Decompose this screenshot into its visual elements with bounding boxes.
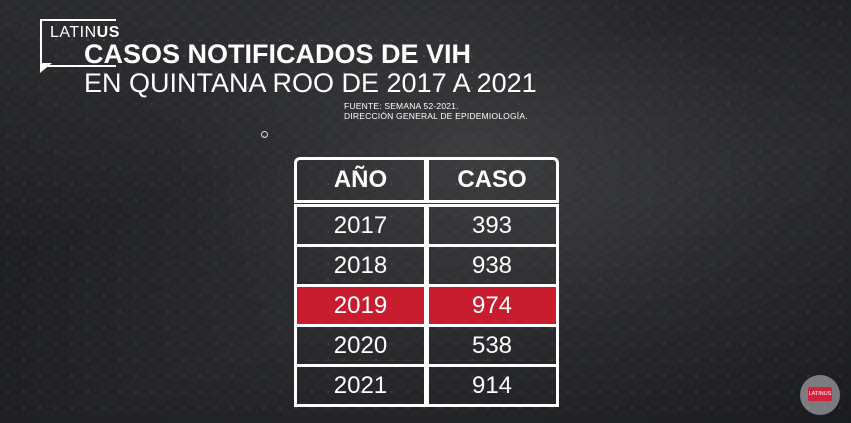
source-line-2: DIRECCIÓN GENERAL DE EPIDEMIOLOGÍA. [344, 111, 528, 121]
source-line-1: FUENTE: SEMANA 52-2021. [344, 101, 459, 111]
logo-text-latin: LATIN [50, 24, 97, 41]
cases-cell-4: 914 [425, 364, 559, 407]
title-line-2: EN QUINTANA ROO DE 2017 A 2021 [84, 68, 537, 98]
header-cell-0: AÑO [294, 157, 427, 203]
logo-text: LATINUS [50, 24, 120, 42]
logo-tail-icon [40, 63, 52, 73]
year-cell-3: 2020 [294, 324, 427, 367]
header-cell-1: CASO [425, 157, 559, 203]
badge-logo-icon [808, 387, 832, 401]
year-cell-4: 2021 [294, 364, 427, 407]
year-cell-2: 2019 [294, 284, 427, 327]
cases-cell-0: 393 [425, 204, 559, 247]
logo-text-us: US [96, 24, 120, 41]
year-cell-1: 2018 [294, 244, 427, 287]
source-note: FUENTE: SEMANA 52-2021. DIRECCIÓN GENERA… [344, 101, 528, 121]
badge-text: LATINUS [808, 391, 832, 397]
cases-cell-3: 538 [425, 324, 559, 367]
year-cell-0: 2017 [294, 204, 427, 247]
cases-cell-1: 938 [425, 244, 559, 287]
cases-table: AÑO CASO 2017 393 2018 938 2019 974 2020 538 2021 9… [294, 157, 559, 407]
chart-title: CASOS NOTIFICADOS DE VIH EN QUINTANA ROO… [84, 40, 537, 98]
ring-icon [261, 131, 268, 138]
cases-cell-2: 974 [425, 284, 559, 327]
latinus-logo: LATINUS [40, 19, 119, 67]
title-line-1: CASOS NOTIFICADOS DE VIH [84, 39, 472, 69]
channel-badge[interactable]: LATINUS [800, 375, 840, 415]
